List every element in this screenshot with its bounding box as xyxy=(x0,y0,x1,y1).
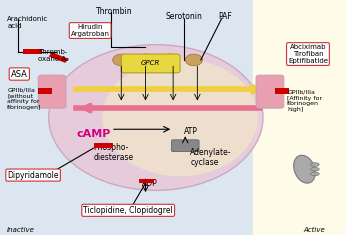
Text: GPIIb/IIIa
[without
affinity for
fibrinogen]: GPIIb/IIIa [without affinity for fibrino… xyxy=(7,87,42,110)
Ellipse shape xyxy=(161,54,178,66)
Text: GPCR: GPCR xyxy=(141,60,160,67)
Bar xyxy=(49,52,69,63)
Text: Dipyridamole: Dipyridamole xyxy=(7,171,59,180)
FancyBboxPatch shape xyxy=(256,75,284,108)
Text: Ticlopidine, Clopidogrel: Ticlopidine, Clopidogrel xyxy=(83,206,173,215)
Text: Phospho-
diesterase: Phospho- diesterase xyxy=(94,143,134,162)
Bar xyxy=(253,0,346,235)
Bar xyxy=(23,49,42,54)
Text: ASA: ASA xyxy=(11,70,28,78)
Text: ATP: ATP xyxy=(183,127,197,136)
Text: Active: Active xyxy=(303,227,325,233)
Text: Inactive: Inactive xyxy=(7,227,35,233)
Ellipse shape xyxy=(49,45,263,190)
Bar xyxy=(275,88,289,94)
Ellipse shape xyxy=(311,167,319,171)
Text: Thromb-
oxane A₂: Thromb- oxane A₂ xyxy=(38,49,69,62)
Text: ADP: ADP xyxy=(142,179,158,188)
Text: Adenylate-
cyclase: Adenylate- cyclase xyxy=(190,148,232,167)
Ellipse shape xyxy=(185,54,202,66)
Text: Hirudin
Argatroban: Hirudin Argatroban xyxy=(71,24,110,37)
Text: cAMP: cAMP xyxy=(76,129,111,139)
Bar xyxy=(138,179,154,183)
Bar xyxy=(0,0,253,235)
Bar xyxy=(94,143,113,148)
Bar xyxy=(38,88,52,94)
FancyBboxPatch shape xyxy=(171,140,199,152)
Text: PAF: PAF xyxy=(218,12,232,21)
Text: Thrombin: Thrombin xyxy=(96,7,133,16)
Ellipse shape xyxy=(113,54,130,66)
Text: Serotonin: Serotonin xyxy=(165,12,202,21)
Ellipse shape xyxy=(311,172,319,176)
Ellipse shape xyxy=(294,155,315,183)
Ellipse shape xyxy=(137,54,154,66)
FancyBboxPatch shape xyxy=(121,54,180,73)
Text: Abciximab
Tirofiban
Eptifibatide: Abciximab Tirofiban Eptifibatide xyxy=(288,44,328,64)
Ellipse shape xyxy=(102,59,258,176)
Text: Arachidonic
acid: Arachidonic acid xyxy=(7,16,48,29)
Text: GPIIb/IIIa
[Affinity for
fibrinogen
high]: GPIIb/IIIa [Affinity for fibrinogen high… xyxy=(287,90,322,112)
Ellipse shape xyxy=(311,163,319,166)
FancyBboxPatch shape xyxy=(38,75,66,108)
